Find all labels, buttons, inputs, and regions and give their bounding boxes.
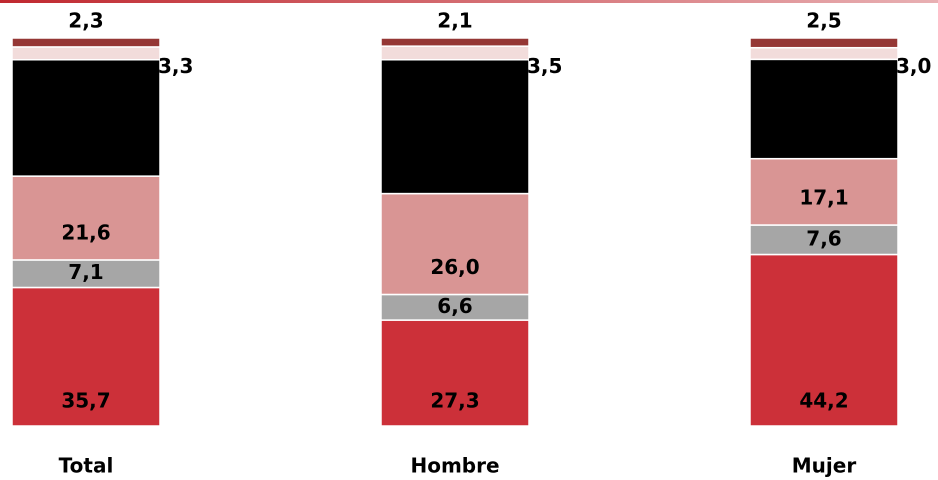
bar-segment xyxy=(380,58,530,195)
data-label: 7,1 xyxy=(68,260,103,284)
bar-segment xyxy=(380,293,530,321)
bar-segment xyxy=(11,175,161,261)
data-label: 35,7 xyxy=(61,389,110,413)
bar-segment xyxy=(11,46,161,61)
data-label: 44,2 xyxy=(799,389,848,413)
data-label: 6,6 xyxy=(437,294,472,318)
bar-segment xyxy=(11,58,161,177)
data-label: 26,0 xyxy=(430,255,479,279)
header-rule xyxy=(0,0,938,3)
data-label: 3,0 xyxy=(896,54,931,78)
bar-segment xyxy=(380,192,530,296)
data-label: 27,3 xyxy=(430,389,479,413)
data-label: 17,1 xyxy=(799,186,848,210)
bar-segment xyxy=(749,46,899,61)
data-label: 2,5 xyxy=(806,9,841,33)
data-label: 21,6 xyxy=(61,220,110,244)
bar-segment xyxy=(749,157,899,226)
x-tick-label: Mujer xyxy=(792,454,857,478)
bar-segment xyxy=(380,37,530,47)
bar-segment xyxy=(11,37,161,48)
x-tick-label: Hombre xyxy=(410,454,499,478)
bar-segment xyxy=(749,224,899,256)
data-label: 2,3 xyxy=(68,9,103,33)
data-label: 3,5 xyxy=(527,54,562,78)
data-label: 7,6 xyxy=(806,226,841,250)
bar-segment xyxy=(749,58,899,160)
bar-segment xyxy=(380,45,530,61)
bar-segment xyxy=(11,259,161,289)
bar-segment xyxy=(749,253,899,427)
data-label: 3,3 xyxy=(158,54,193,78)
bar-segment xyxy=(749,37,899,49)
data-label: 2,1 xyxy=(437,9,472,33)
x-tick-label: Total xyxy=(59,454,114,478)
bar-segment xyxy=(11,286,161,427)
